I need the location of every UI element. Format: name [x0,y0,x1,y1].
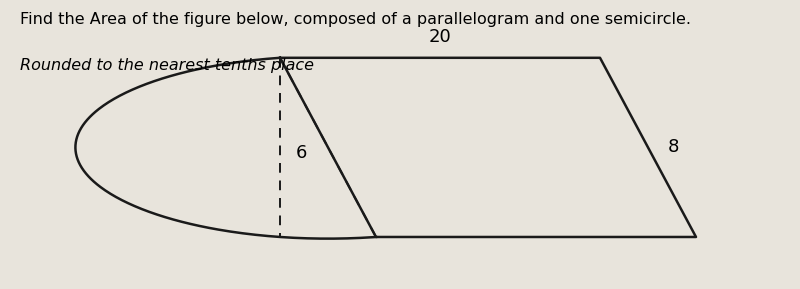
Text: 6: 6 [296,144,307,162]
Polygon shape [75,58,376,239]
Text: Rounded to the nearest tenths place: Rounded to the nearest tenths place [20,58,314,73]
Text: Find the Area of the figure below, composed of a parallelogram and one semicircl: Find the Area of the figure below, compo… [20,12,691,27]
Polygon shape [280,58,696,237]
Text: 8: 8 [668,138,679,156]
Text: 20: 20 [429,28,451,46]
